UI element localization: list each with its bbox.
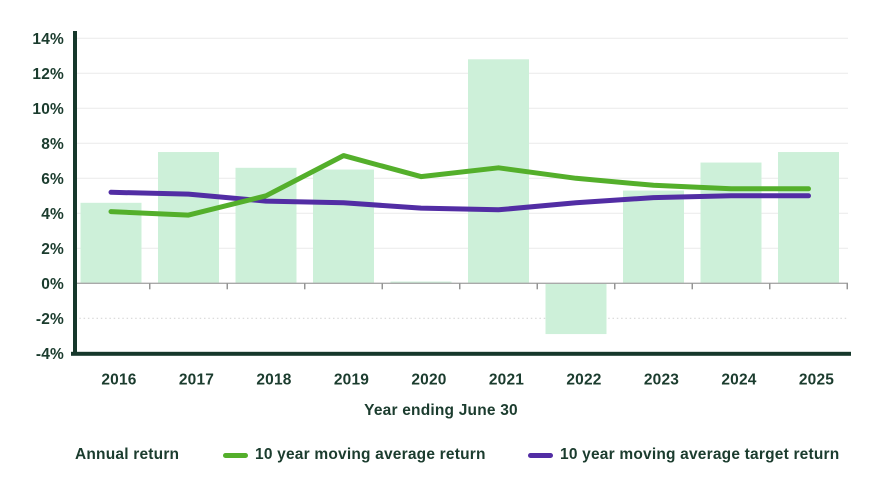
bar-2024	[700, 162, 762, 284]
y-tick-label: 14%	[32, 31, 64, 48]
y-tick-label: 8%	[41, 136, 64, 153]
y-tick-label: 4%	[41, 206, 64, 223]
y-tick-label: -2%	[36, 311, 64, 328]
x-tick-label-2023: 2023	[644, 372, 679, 389]
green-line-swatch-icon	[223, 452, 248, 458]
x-tick-label-2019: 2019	[334, 372, 369, 389]
x-tick-label-2016: 2016	[101, 372, 136, 389]
x-tick-label-2017: 2017	[179, 372, 214, 389]
bar-2019	[313, 169, 374, 284]
legend-label-annual-return: Annual return	[75, 446, 180, 463]
purple-line-swatch-icon	[528, 452, 553, 458]
bar-2022	[545, 283, 607, 335]
legend-label-moving-average-target-return: 10 year moving average target return	[560, 446, 840, 463]
x-tick-label-2020: 2020	[411, 372, 446, 389]
line-series-1	[108, 153, 811, 218]
y-tick-label: 6%	[41, 171, 64, 188]
x-tick-label-2024: 2024	[721, 372, 756, 389]
x-tick-label-2022: 2022	[566, 372, 601, 389]
x-tick-label-2025: 2025	[799, 372, 834, 389]
legend-item-moving-average-return: 10 year moving average return	[223, 444, 486, 466]
y-tick-label: 12%	[32, 66, 64, 83]
bar-2017	[158, 152, 219, 284]
x-tick-label-2021: 2021	[489, 372, 524, 389]
y-tick-label: -4%	[36, 346, 64, 363]
x-tick-label-2018: 2018	[256, 372, 291, 389]
legend-item-annual-return: Annual return	[75, 444, 179, 466]
y-tick-label: 2%	[41, 241, 64, 258]
x-axis-title: Year ending June 30	[364, 402, 518, 419]
bar-2016	[80, 202, 142, 284]
line-series-2	[108, 189, 811, 213]
bar-2023	[623, 190, 684, 284]
bar-2020	[390, 281, 452, 284]
x-axis-line	[71, 351, 851, 356]
returns-combo-chart: 14% 12% 10% 8% 6% 4% 2% 0% -2% -4% 2016 2017 2018 201…	[32, 31, 851, 389]
legend-item-moving-average-target-return: 10 year moving average target return	[528, 444, 839, 466]
legend-label-moving-average-return: 10 year moving average return	[255, 446, 486, 463]
y-axis-line	[73, 31, 77, 356]
bar-2025	[778, 152, 839, 284]
y-tick-label: 10%	[32, 101, 64, 118]
y-tick-label: 0%	[41, 276, 64, 293]
